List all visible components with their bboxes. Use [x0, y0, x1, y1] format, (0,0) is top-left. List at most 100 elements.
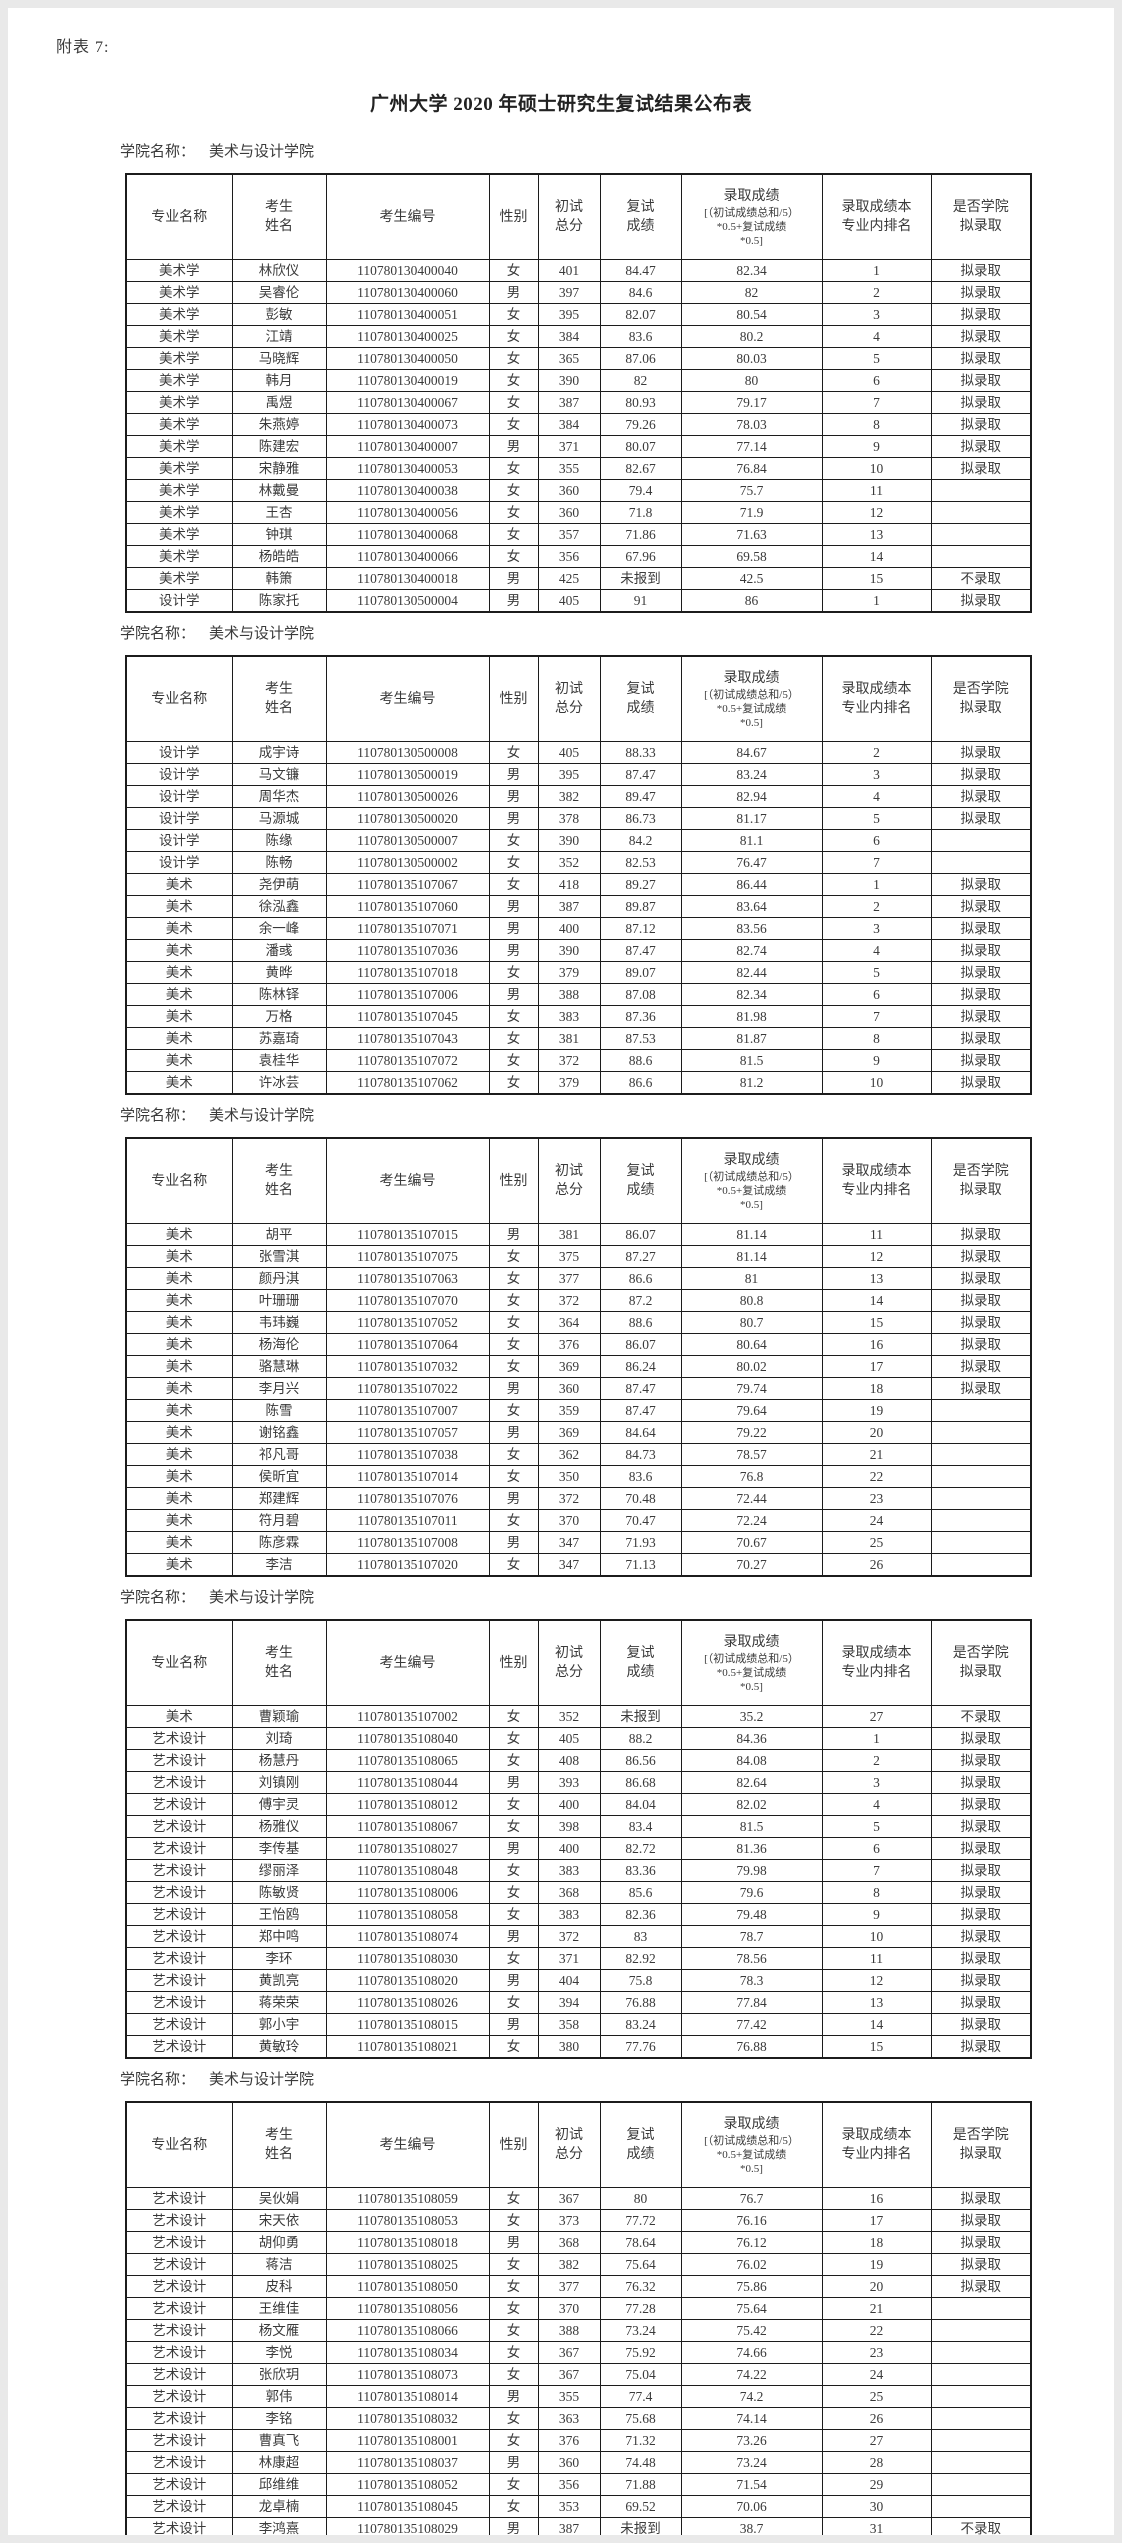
cell-candidate-number: 110780135107011	[325, 1509, 490, 1532]
table-row: 美术 陈雪 110780135107007 女 359 87.47 79.64 19	[125, 1399, 1032, 1422]
cell-candidate-number: 110780135107038	[325, 1443, 490, 1466]
cell-retest-score: 82.36	[599, 1903, 682, 1926]
cell-initial-total: 371	[537, 1947, 601, 1970]
cell-candidate-number: 110780135108040	[325, 1727, 490, 1750]
cell-initial-total: 425	[537, 567, 601, 590]
cell-admission-score: 74.66	[680, 2341, 823, 2364]
cell-rank-in-major: 19	[821, 2253, 932, 2276]
cell-rank-in-major: 3	[821, 917, 932, 940]
cell-gender: 女	[488, 1245, 539, 1268]
cell-major: 艺术设计	[125, 1749, 233, 1772]
cell-rank-in-major: 17	[821, 1355, 932, 1378]
cell-retest-score: 80.07	[599, 435, 682, 458]
cell-retest-score: 88.33	[599, 741, 682, 764]
cell-college-admission	[930, 2429, 1032, 2452]
cell-major: 美术学	[125, 435, 233, 458]
cell-candidate-name: 林欣仪	[231, 259, 327, 282]
cell-major: 艺术设计	[125, 2319, 233, 2342]
results-table-2: 专业名称 考生 姓名 考生编号 性别 初试 总分 复试 成绩 录取成绩 [（初试成绩总和/5） *0.…	[125, 655, 1032, 1095]
table-row: 美术 杨海伦 110780135107064 女 376 86.07 80.64 16 拟录取	[125, 1333, 1032, 1356]
cell-candidate-number: 110780135107076	[325, 1487, 490, 1510]
cell-rank-in-major: 29	[821, 2473, 932, 2496]
table-row: 美术 符月碧 110780135107011 女 370 70.47 72.24 24	[125, 1509, 1032, 1532]
table-row: 美术 侯昕宜 110780135107014 女 350 83.6 76.8 22	[125, 1465, 1032, 1488]
cell-initial-total: 367	[537, 2363, 601, 2386]
college-name-line: 学院名称： 美术与设计学院	[120, 2068, 1114, 2089]
cell-gender: 女	[488, 2319, 539, 2342]
cell-major: 美术学	[125, 479, 233, 502]
cell-major: 艺术设计	[125, 1903, 233, 1926]
column-header-major: 专业名称	[125, 1137, 233, 1224]
cell-rank-in-major: 15	[821, 1311, 932, 1334]
cell-retest-score: 82.92	[599, 1947, 682, 1970]
cell-admission-score: 78.56	[680, 1947, 823, 1970]
table-row: 艺术设计 龙卓楠 110780135108045 女 353 69.52 70.06 30	[125, 2495, 1032, 2518]
cell-retest-score: 87.12	[599, 917, 682, 940]
cell-rank-in-major: 18	[821, 1377, 932, 1400]
cell-college-admission: 拟录取	[930, 413, 1032, 436]
cell-college-admission: 拟录取	[930, 1749, 1032, 1772]
cell-gender: 女	[488, 1947, 539, 1970]
cell-admission-score: 76.12	[680, 2231, 823, 2254]
cell-gender: 女	[488, 347, 539, 370]
column-header-gender: 性别	[488, 2101, 539, 2188]
cell-rank-in-major: 6	[821, 983, 932, 1006]
cell-major: 美术	[125, 1311, 233, 1334]
cell-college-admission: 拟录取	[930, 741, 1032, 764]
column-header-initial-total: 初试 总分	[537, 655, 601, 742]
cell-admission-score: 79.98	[680, 1859, 823, 1882]
cell-rank-in-major: 5	[821, 807, 932, 830]
cell-gender: 女	[488, 1903, 539, 1926]
cell-candidate-number: 110780135107022	[325, 1377, 490, 1400]
cell-retest-score: 82.07	[599, 303, 682, 326]
cell-candidate-name: 林戴曼	[231, 479, 327, 502]
cell-admission-score: 79.22	[680, 1421, 823, 1444]
cell-rank-in-major: 28	[821, 2451, 932, 2474]
cell-admission-score: 76.7	[680, 2187, 823, 2210]
cell-candidate-number: 110780135107072	[325, 1049, 490, 1072]
cell-retest-score: 88.6	[599, 1049, 682, 1072]
cell-major: 艺术设计	[125, 2451, 233, 2474]
cell-retest-score: 86.6	[599, 1071, 682, 1095]
cell-major: 美术	[125, 1377, 233, 1400]
column-header-initial-total: 初试 总分	[537, 1619, 601, 1706]
cell-admission-score: 80.54	[680, 303, 823, 326]
cell-admission-score: 82.34	[680, 259, 823, 282]
cell-gender: 女	[488, 741, 539, 764]
cell-candidate-number: 110780135107045	[325, 1005, 490, 1028]
cell-candidate-number: 110780135108045	[325, 2495, 490, 2518]
column-header-major: 专业名称	[125, 655, 233, 742]
cell-candidate-number: 110780135107071	[325, 917, 490, 940]
cell-admission-score: 82.64	[680, 1771, 823, 1794]
cell-major: 设计学	[125, 851, 233, 874]
cell-retest-score: 76.32	[599, 2275, 682, 2298]
cell-initial-total: 405	[537, 1727, 601, 1750]
cell-retest-score: 91	[599, 589, 682, 613]
cell-initial-total: 387	[537, 2517, 601, 2535]
cell-college-admission: 拟录取	[930, 457, 1032, 480]
cell-gender: 女	[488, 2209, 539, 2232]
column-header-rank-in-major: 录取成绩本 专业内排名	[821, 2101, 932, 2188]
table-row: 艺术设计 杨文雁 110780135108066 女 388 73.24 75.42 22	[125, 2319, 1032, 2342]
college-section: 学院名称： 美术与设计学院 专业名称 考生 姓名 考生编号 性别 初试 总分 复试 成绩 录取成绩 [（…	[8, 140, 1114, 613]
cell-admission-score: 76.84	[680, 457, 823, 480]
column-header-candidate-name: 考生 姓名	[231, 655, 327, 742]
cell-initial-total: 388	[537, 983, 601, 1006]
cell-gender: 女	[488, 523, 539, 546]
cell-admission-score: 71.54	[680, 2473, 823, 2496]
table-row: 艺术设计 宋天依 110780135108053 女 373 77.72 76.16 17 拟录…	[125, 2209, 1032, 2232]
cell-candidate-name: 龙卓楠	[231, 2495, 327, 2518]
cell-retest-score: 75.64	[599, 2253, 682, 2276]
cell-admission-score: 75.7	[680, 479, 823, 502]
cell-retest-score: 83.6	[599, 325, 682, 348]
cell-candidate-number: 110780135108066	[325, 2319, 490, 2342]
cell-major: 美术	[125, 939, 233, 962]
cell-gender: 女	[488, 545, 539, 568]
table-row: 艺术设计 杨雅仪 110780135108067 女 398 83.4 81.5 5 拟录取	[125, 1815, 1032, 1838]
column-header-candidate-number: 考生编号	[325, 655, 490, 742]
cell-retest-score: 83.6	[599, 1465, 682, 1488]
table-row: 美术 陈林铎 110780135107006 男 388 87.08 82.34 6 拟录取	[125, 983, 1032, 1006]
college-name: 美术与设计学院	[209, 1590, 315, 1606]
table-row: 美术学 陈建宏 110780130400007 男 371 80.07 77.14 9 拟录取	[125, 435, 1032, 458]
cell-candidate-name: 王维佳	[231, 2297, 327, 2320]
